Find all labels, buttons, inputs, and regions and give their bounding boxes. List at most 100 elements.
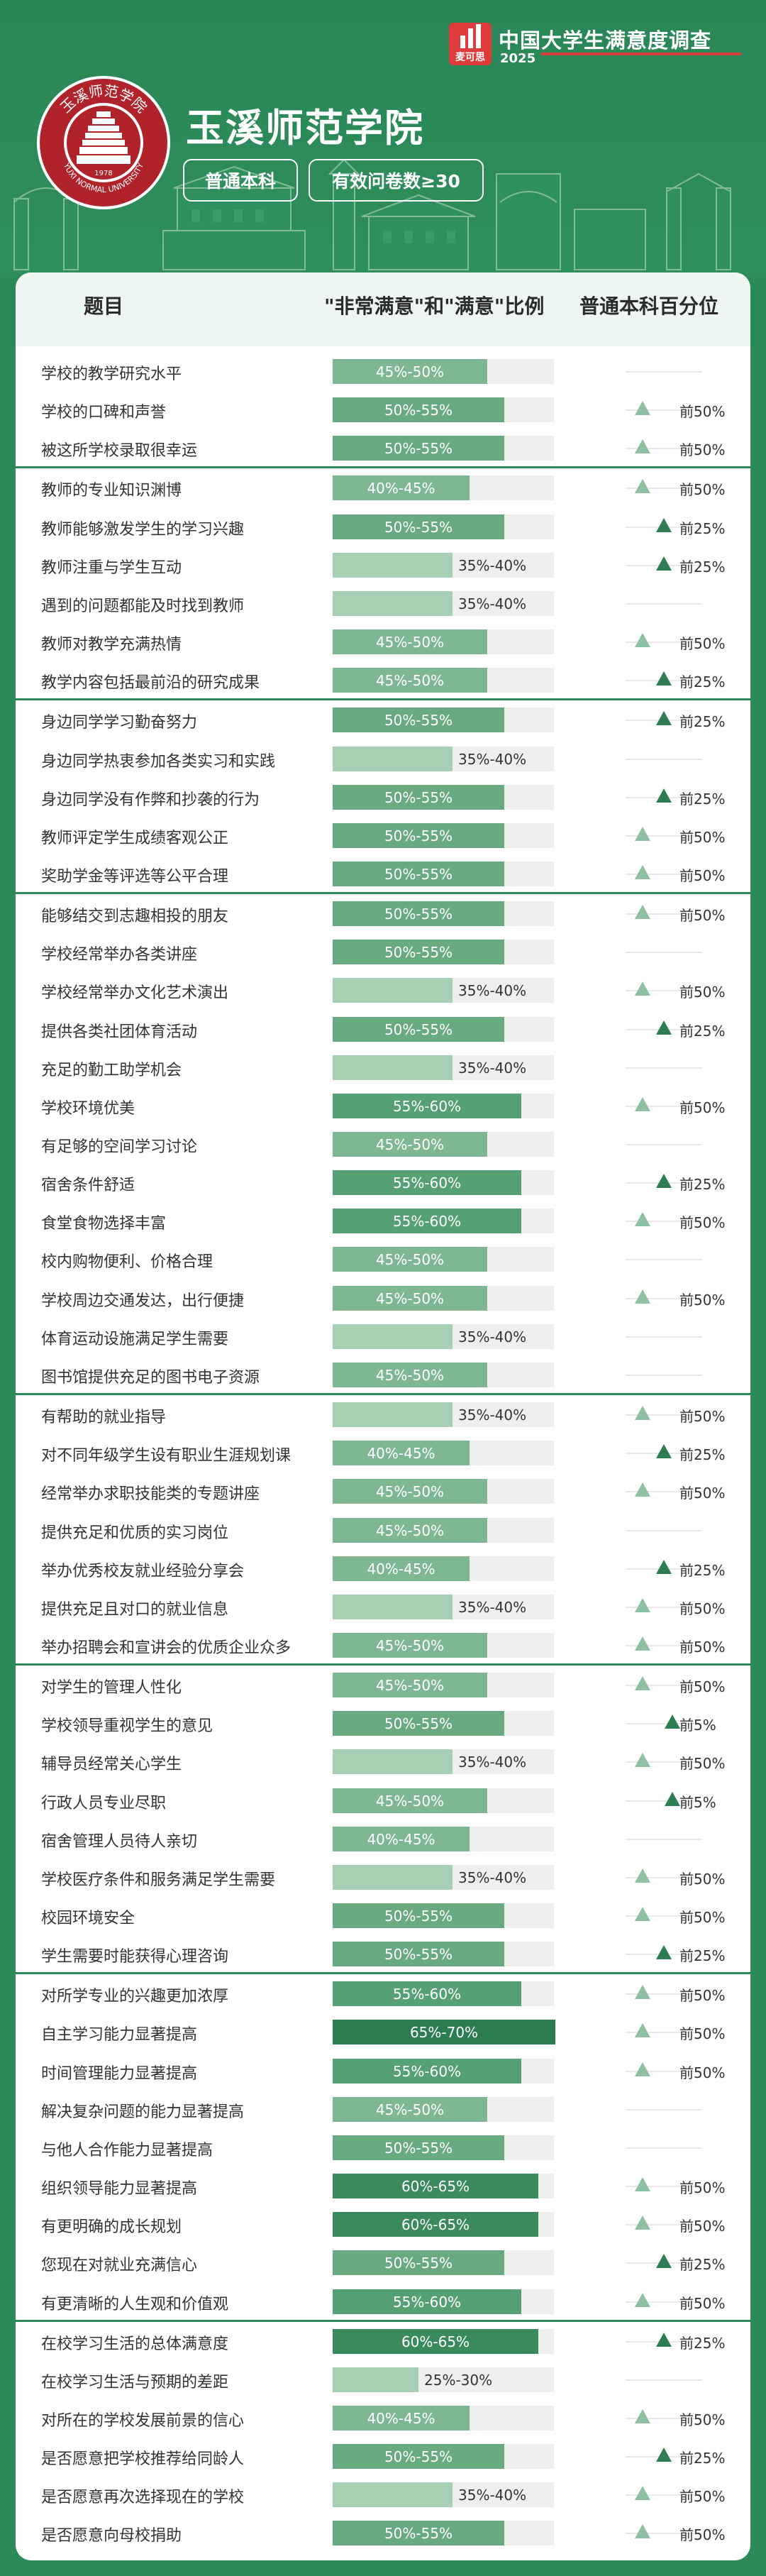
ratio-bar-track: 50%-55% — [333, 436, 554, 461]
percentile-scale-line — [626, 409, 702, 412]
ratio-bar-track: 35%-40% — [333, 2482, 554, 2508]
question-label: 解决复杂问题的能力显著提高 — [41, 2103, 245, 2121]
percentile-marker-icon — [635, 864, 650, 879]
percentile-label: 前50% — [679, 866, 726, 884]
question-label: 学校的口碑和声誉 — [41, 404, 167, 422]
ratio-range-label: 35%-40% — [458, 1598, 527, 1616]
school-type-tag: 普通本科 — [183, 159, 298, 202]
ratio-bar-fill — [333, 1942, 504, 1967]
percentile-scale-line — [626, 758, 702, 760]
percentile-marker-icon — [635, 401, 650, 416]
ratio-bar-fill — [333, 1441, 470, 1466]
table-row: 辅导员经常关心学生 35%-40% 前50% — [16, 1742, 750, 1780]
ratio-bar-fill — [333, 1093, 521, 1118]
question-label: 行政人员专业尽职 — [41, 1794, 167, 1812]
ratio-range-label: 40%-45% — [367, 1830, 435, 1848]
ratio-bar-fill — [333, 2174, 538, 2199]
question-label: 提供充足和优质的实习岗位 — [41, 1524, 229, 1542]
percentile-marker-icon — [656, 671, 672, 686]
ratio-bar-track: 35%-40% — [333, 1055, 554, 1080]
table-row: 自主学习能力显著提高 65%-70% 前50% — [16, 2013, 750, 2051]
percentile-scale-line — [626, 1800, 702, 1802]
table-row: 教师对教学充满热情 45%-50% 前50% — [16, 622, 750, 661]
table-row: 学校的教学研究水平 45%-50% — [16, 352, 750, 390]
percentile-scale-line — [626, 2147, 702, 2149]
table-row: 宿舍管理人员待人亲切 40%-45% — [16, 1820, 750, 1858]
ratio-bar-fill — [333, 1170, 521, 1196]
percentile-scale-line — [626, 1606, 702, 1608]
percentile-marker-icon — [635, 2216, 650, 2230]
percentile-label: 前50% — [679, 2488, 726, 2506]
ratio-bar-fill — [333, 1402, 453, 1428]
ratio-range-label: 60%-65% — [401, 2216, 470, 2234]
ratio-range-label: 45%-50% — [375, 2101, 445, 2118]
question-label: 学校的教学研究水平 — [41, 365, 182, 383]
question-label: 与他人合作能力显著提高 — [41, 2141, 213, 2159]
percentile-scale-line — [626, 2417, 702, 2419]
percentile-marker-icon — [635, 2062, 650, 2076]
percentile-scale-line — [626, 1336, 702, 1338]
ratio-bar-fill — [333, 514, 504, 539]
ratio-bar-fill — [333, 1711, 504, 1736]
ratio-bar-fill — [333, 1981, 521, 2007]
ratio-bar-track: 50%-55% — [333, 514, 554, 539]
ratio-range-label: 50%-55% — [384, 2255, 453, 2272]
question-label: 举办优秀校友就业经验分享会 — [41, 1562, 245, 1580]
percentile-scale-line — [626, 1144, 702, 1145]
percentile-marker-icon — [656, 2332, 672, 2347]
campus-buildings-illustration — [13, 160, 731, 270]
question-label: 自主学习能力显著提高 — [41, 2026, 198, 2044]
percentile-label: 前50% — [679, 1755, 726, 1773]
question-label: 图书馆提供充足的图书电子资源 — [41, 1368, 260, 1387]
table-row: 提供充足且对口的就业信息 35%-40% 前50% — [16, 1587, 750, 1626]
table-row: 教师注重与学生互动 35%-40% 前25% — [16, 546, 750, 584]
table-row: 对所在的学校发展前景的信心 40%-45% 前50% — [16, 2399, 750, 2437]
percentile-scale-line — [626, 2301, 702, 2303]
ratio-bar-fill — [333, 2444, 504, 2470]
ratio-bar-fill — [333, 1632, 487, 1658]
table-row: 是否愿意再次选择现在的学校 35%-40% 前50% — [16, 2475, 750, 2514]
ratio-bar-fill — [333, 822, 504, 848]
ratio-bar-fill — [333, 436, 504, 461]
percentile-label: 前50% — [679, 441, 726, 459]
percentile-scale-line — [626, 2108, 702, 2110]
ratio-bar-track: 35%-40% — [333, 1402, 554, 1428]
ratio-bar-fill — [333, 1788, 487, 1813]
ratio-bar-fill — [333, 629, 487, 655]
percentile-marker-icon — [656, 1559, 672, 1574]
percentile-scale-line — [626, 1761, 702, 1763]
percentile-marker-icon — [635, 1868, 650, 1883]
question-label: 提供各类社团体育活动 — [41, 1023, 198, 1041]
percentile-label: 前25% — [679, 1176, 726, 1194]
ratio-bar-fill — [333, 2212, 538, 2238]
table-row: 学校领导重视学生的意见 50%-55% 前5% — [16, 1704, 750, 1742]
percentile-scale-line — [626, 602, 702, 605]
percentile-marker-icon — [656, 711, 672, 726]
percentile-label: 前50% — [679, 1638, 726, 1656]
ratio-range-label: 45%-50% — [375, 1136, 445, 1153]
table-row: 组织领导能力显著提高 60%-65% 前50% — [16, 2167, 750, 2205]
percentile-label: 前25% — [679, 2334, 726, 2352]
question-label: 宿舍管理人员待人亲切 — [41, 1832, 198, 1851]
question-label: 宿舍条件舒适 — [41, 1177, 135, 1195]
table-row: 您现在对就业充满信心 50%-55% 前25% — [16, 2243, 750, 2281]
ratio-bar-fill — [333, 940, 504, 965]
percentile-scale-line — [626, 1105, 702, 1107]
ratio-bar-fill — [333, 901, 504, 927]
ratio-bar-track: 50%-55% — [333, 708, 554, 733]
question-label: 遇到的问题都能及时找到教师 — [41, 597, 245, 615]
percentile-scale-line — [626, 1259, 702, 1261]
percentile-scale-line — [626, 371, 702, 373]
percentile-label: 前25% — [679, 790, 726, 808]
ratio-range-label: 45%-50% — [375, 1289, 445, 1307]
question-label: 对所在的学校发展前景的信心 — [41, 2411, 245, 2430]
ratio-range-label: 35%-40% — [458, 595, 527, 612]
ratio-bar-track: 50%-55% — [333, 1016, 554, 1042]
ratio-range-label: 50%-55% — [384, 1908, 453, 1925]
percentile-marker-icon — [656, 1444, 672, 1459]
ratio-bar-fill — [333, 1016, 504, 1042]
percentile-label: 前50% — [679, 1099, 726, 1116]
question-label: 校内购物便利、价格合理 — [41, 1253, 213, 1272]
percentile-scale-line — [626, 1414, 702, 1416]
table-row: 身边同学没有作弊和抄袭的行为 50%-55% 前25% — [16, 778, 750, 816]
